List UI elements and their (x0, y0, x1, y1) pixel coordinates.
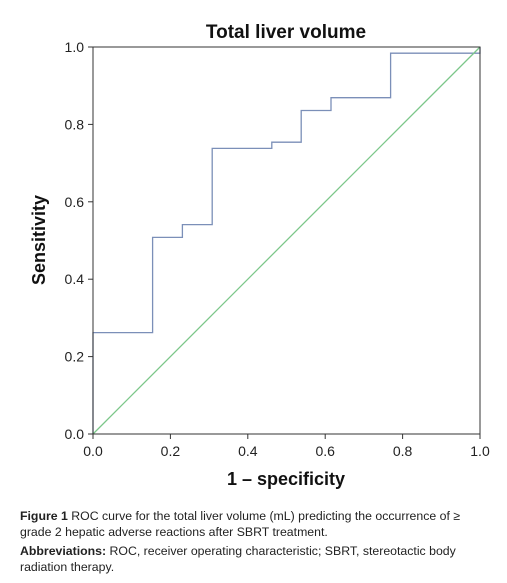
roc-chart: Total liver volume 0.0 0.2 0.4 0.6 0.8 1.00.0… (29, 22, 490, 489)
abbreviations-text: ROC, receiver operating characteristic; … (20, 544, 456, 574)
plot-area: 0.0 0.2 0.4 0.6 0.8 1.0 0.0 0.2 0.4 0.6 0.8 1.0 (65, 39, 490, 459)
chart-title: Total liver volume (206, 22, 366, 43)
x-tick-label: 0.6 (315, 443, 335, 459)
plot-frame (92, 46, 481, 435)
y-axis-label: Sensitivity (29, 195, 49, 285)
abbreviations-note: Abbreviations: ROC, receiver operating c… (20, 543, 492, 575)
y-tick-label: 0.8 (65, 116, 85, 132)
x-axis-label: 1 – specificity (227, 469, 345, 489)
x-tick-label: 0.4 (238, 443, 258, 459)
abbreviations-label: Abbreviations: (20, 544, 107, 558)
reference-diagonal-line (92, 46, 481, 435)
x-tick-label: 0.0 (83, 443, 103, 459)
y-tick-label: 1.0 (65, 39, 85, 55)
y-tick-label: 0.4 (65, 271, 85, 287)
x-tick-label: 1.0 (470, 443, 490, 459)
y-tick-label: 0.0 (65, 426, 85, 442)
roc-curve-line (92, 47, 481, 434)
figure-caption-text: ROC curve for the total liver volume (mL… (20, 509, 461, 539)
y-tick-label: 0.2 (65, 349, 85, 365)
figure-caption: Figure 1 ROC curve for the total liver v… (20, 508, 492, 540)
x-tick-label: 0.8 (393, 443, 413, 459)
figure-label: Figure 1 (20, 509, 68, 523)
x-tick-label: 0.2 (161, 443, 181, 459)
y-tick-label: 0.6 (65, 194, 85, 210)
